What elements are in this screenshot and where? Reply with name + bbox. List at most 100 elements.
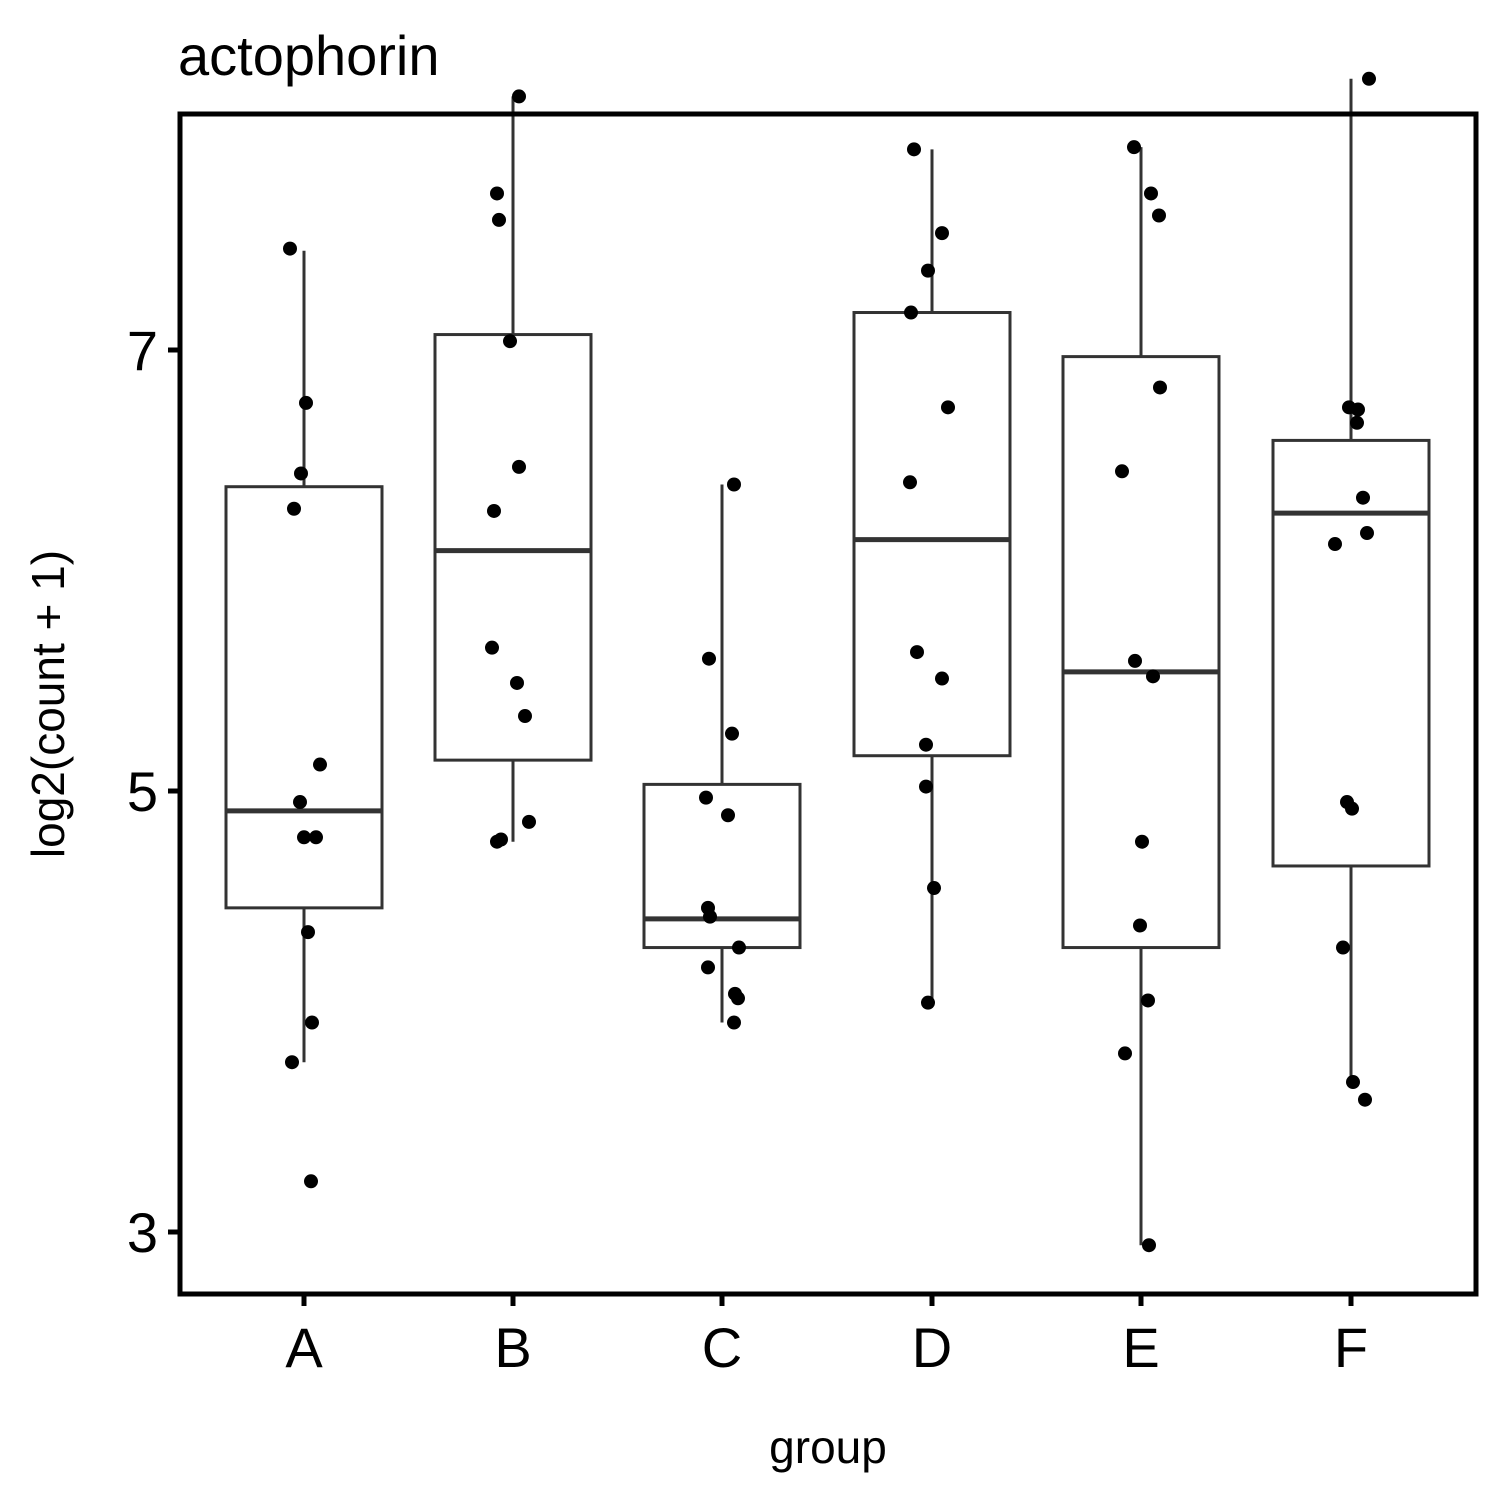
chart-title: actophorin (178, 24, 440, 87)
x-tick-label: C (702, 1316, 742, 1379)
box-group-F (1271, 78, 1431, 1083)
data-point (1133, 918, 1147, 933)
points-B (485, 89, 536, 849)
box-group-B (433, 96, 593, 842)
data-point (1356, 490, 1370, 505)
data-point (731, 991, 745, 1006)
box-group-A (224, 250, 384, 1063)
data-point (1146, 669, 1160, 684)
data-point (935, 226, 949, 241)
x-axis-title: group (769, 1421, 887, 1473)
data-point (1360, 526, 1374, 541)
data-point (1153, 380, 1167, 395)
data-point (1115, 464, 1129, 479)
data-point (702, 651, 716, 666)
data-point (1328, 537, 1342, 552)
box-group-E (1061, 147, 1221, 1246)
data-point (1351, 402, 1365, 417)
data-point (305, 1015, 319, 1030)
x-tick-label: B (494, 1316, 531, 1379)
data-point (512, 89, 526, 104)
box-group-D (852, 149, 1012, 1003)
data-point (701, 960, 715, 975)
data-point (903, 475, 917, 490)
box-C (642, 782, 802, 950)
x-tick-label: D (912, 1316, 952, 1379)
data-point (927, 881, 941, 896)
data-point (732, 940, 746, 955)
box-B (433, 333, 593, 762)
data-point (1152, 208, 1166, 223)
y-tick-label: 5 (127, 760, 158, 823)
y-tick-label: 3 (127, 1201, 158, 1264)
data-point (293, 795, 307, 810)
data-point (490, 834, 504, 849)
data-point (283, 241, 297, 256)
box-D (852, 311, 1012, 758)
data-point (919, 779, 933, 794)
data-point (1144, 186, 1158, 201)
data-point (725, 726, 739, 741)
data-point (727, 477, 741, 492)
data-point (703, 909, 717, 924)
points-C (699, 477, 746, 1030)
data-point (699, 790, 713, 805)
points-D (903, 142, 955, 1010)
data-point (921, 263, 935, 278)
data-point (941, 400, 955, 415)
x-tick-label: A (285, 1316, 323, 1379)
data-point (1362, 71, 1376, 86)
data-point (304, 1174, 318, 1189)
data-point (285, 1055, 299, 1070)
data-point (490, 186, 504, 201)
box-E (1061, 355, 1221, 950)
data-point (503, 334, 517, 349)
data-point (1141, 993, 1155, 1008)
data-point (313, 757, 327, 772)
data-point (485, 640, 499, 655)
data-point (1135, 834, 1149, 849)
data-point (727, 1015, 741, 1030)
points-E (1115, 140, 1167, 1253)
points-F (1328, 71, 1376, 1107)
data-point (1346, 1075, 1360, 1090)
data-point (910, 645, 924, 660)
data-point (487, 503, 501, 518)
data-point (1142, 1238, 1156, 1253)
data-point (721, 808, 735, 823)
data-point (518, 709, 532, 724)
data-point (492, 212, 506, 227)
data-point (1128, 653, 1142, 668)
data-point (299, 395, 313, 410)
points-A (283, 241, 327, 1189)
data-point (1336, 940, 1350, 955)
data-point (907, 142, 921, 157)
data-point (919, 737, 933, 752)
data-point (904, 305, 918, 320)
y-tick-label: 7 (127, 319, 158, 382)
x-tick-label: F (1334, 1316, 1368, 1379)
data-point (1358, 1092, 1372, 1107)
box-group-C (642, 484, 802, 1023)
data-point (512, 459, 526, 474)
plot-area (224, 71, 1431, 1253)
data-point (301, 925, 315, 940)
data-point (1350, 415, 1364, 430)
data-point (1118, 1046, 1132, 1061)
data-point (921, 995, 935, 1010)
data-point (510, 675, 524, 690)
data-point (1127, 140, 1141, 155)
plot-frame (177, 111, 1479, 1297)
data-point (294, 466, 308, 481)
data-point (1340, 795, 1354, 810)
data-point (297, 830, 311, 845)
data-point (309, 830, 323, 845)
axes: 3 5 7 A B C D E F (127, 319, 1368, 1379)
data-point (287, 501, 301, 516)
data-point (935, 671, 949, 686)
box-A (224, 485, 384, 910)
data-point (522, 814, 536, 829)
y-axis-title: log2(count + 1) (22, 550, 74, 858)
x-tick-label: E (1122, 1316, 1159, 1379)
